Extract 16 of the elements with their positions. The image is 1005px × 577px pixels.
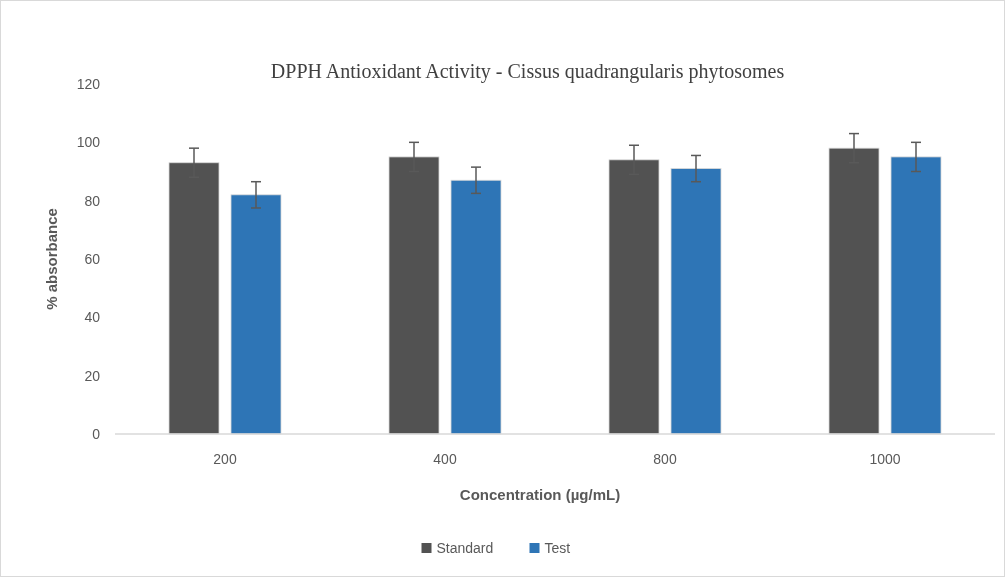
- y-tick-label: 120: [76, 75, 101, 92]
- y-tick-label: 80: [84, 192, 101, 209]
- x-tick-label: 1000: [869, 451, 901, 467]
- x-tick-label: 800: [653, 451, 677, 467]
- x-tick-label: 400: [433, 451, 457, 467]
- x-axis-title: Concentration (µg/mL): [459, 486, 621, 503]
- legend-label: Test: [544, 539, 571, 556]
- y-tick-label: 20: [84, 367, 101, 384]
- chart-title: DPPH Antioxidant Activity - Cissus quadrangularis phytosomes: [270, 60, 785, 83]
- legend-label: Standard: [436, 539, 494, 556]
- y-tick-label: 40: [84, 309, 101, 326]
- y-tick-label: 60: [84, 250, 101, 267]
- y-tick-label: 100: [76, 134, 101, 151]
- x-tick-label: 200: [213, 451, 237, 467]
- y-axis-title: % absorbance: [43, 208, 60, 310]
- y-tick-label: 0: [92, 425, 101, 442]
